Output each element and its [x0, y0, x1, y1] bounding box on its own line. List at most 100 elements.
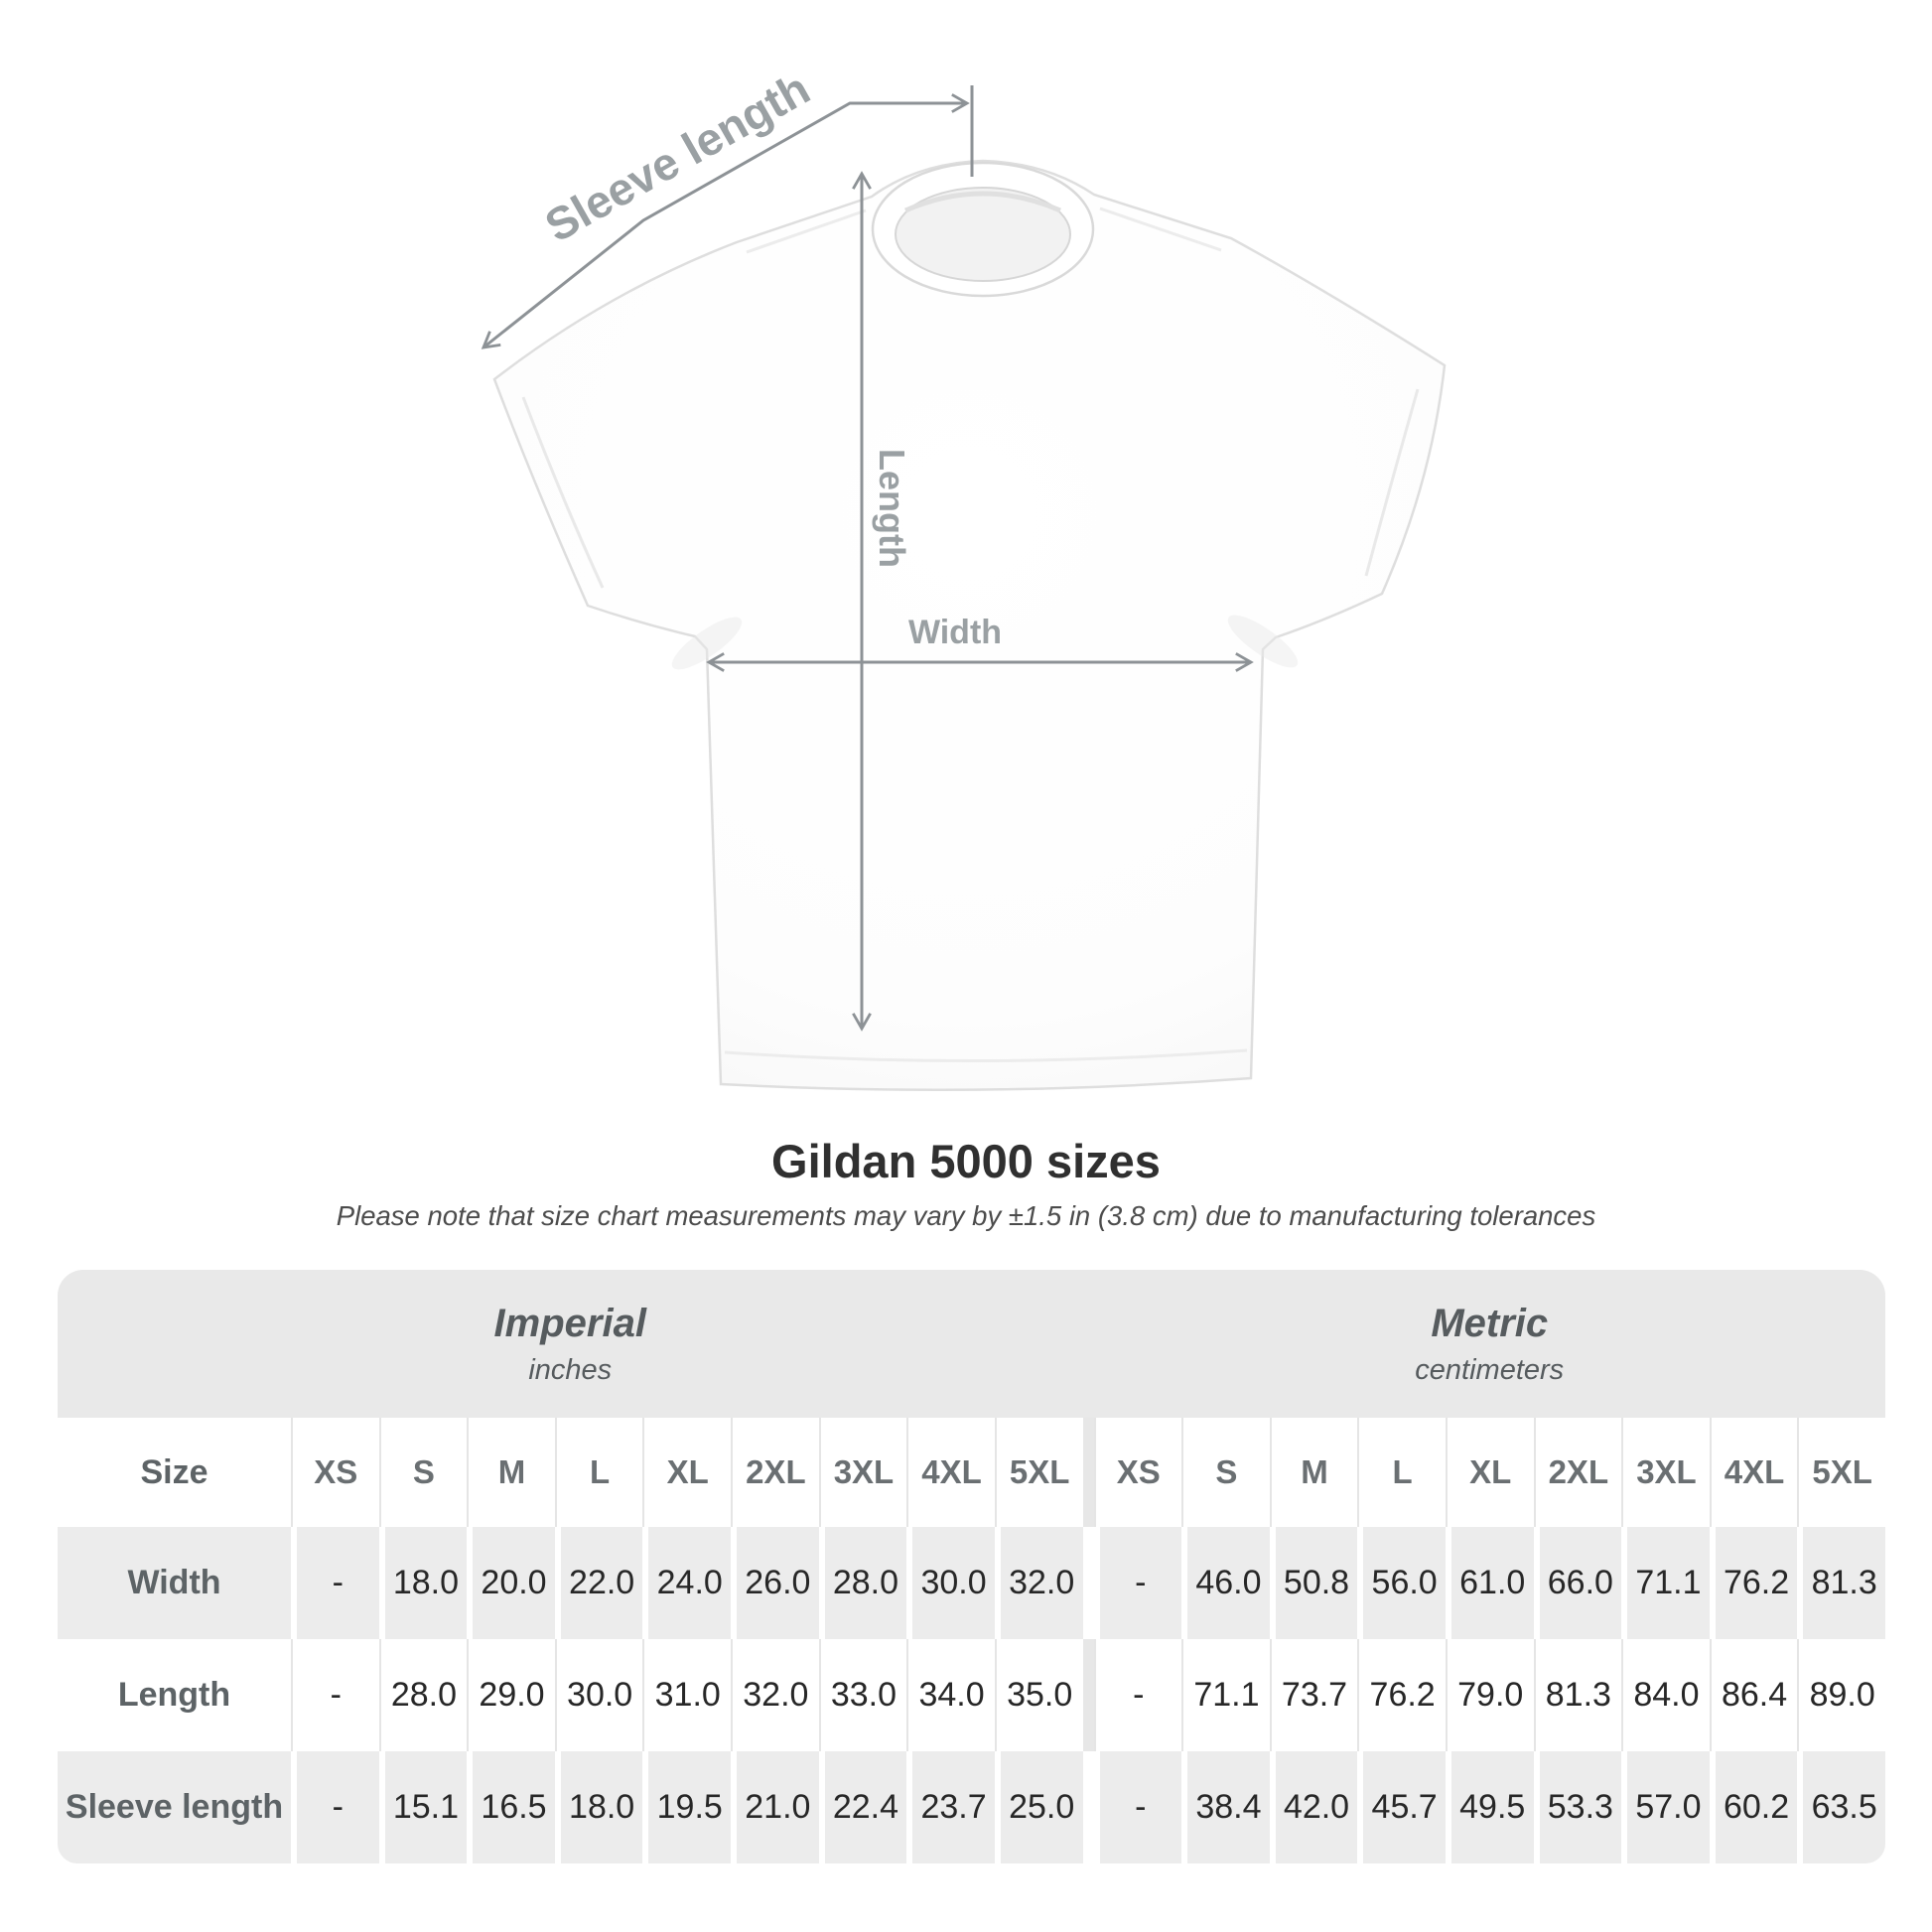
measurement-value: 25.0: [994, 1751, 1083, 1863]
measurement-value: 71.1: [1181, 1639, 1270, 1751]
sleeve-length-label: Sleeve length: [536, 62, 818, 251]
measurement-value: 76.2: [1357, 1639, 1446, 1751]
size-col-header: 2XL: [1533, 1418, 1622, 1527]
right-sleeve-hem-stitch: [1364, 388, 1420, 577]
sleeve-length-arrow: [481, 93, 970, 349]
imperial-unit: inches: [528, 1353, 613, 1386]
left-sleeve-hem-stitch: [521, 396, 605, 589]
tshirt-diagram-svg: Sleeve length Length Width: [481, 62, 1447, 1092]
measurement-value: 81.3: [1797, 1527, 1885, 1639]
metric-title: Metric: [1431, 1301, 1549, 1345]
measurement-value: 42.0: [1269, 1751, 1358, 1863]
tshirt-measurement-diagram: Sleeve length Length Width: [481, 62, 1447, 1092]
page-title: Gildan 5000 sizes: [771, 1135, 1161, 1187]
measurement-value: -: [1093, 1639, 1182, 1751]
half-divider: [1082, 1751, 1094, 1863]
measurement-value: 22.4: [818, 1751, 907, 1863]
measurement-value: 24.0: [642, 1527, 732, 1639]
half-divider: [1082, 1527, 1094, 1639]
measurement-value: 22.0: [554, 1527, 643, 1639]
size-col-header: XS: [291, 1418, 379, 1527]
measurement-value: 35.0: [994, 1639, 1083, 1751]
measurement-value: -: [1093, 1751, 1182, 1863]
length-label: Length: [872, 449, 912, 568]
metric-unit: centimeters: [1415, 1353, 1565, 1386]
half-divider: [1082, 1639, 1094, 1751]
measurement-value: 46.0: [1181, 1527, 1270, 1639]
size-col-header: S: [1181, 1418, 1270, 1527]
measurement-value: -: [1093, 1527, 1182, 1639]
measurement-value: -: [291, 1751, 379, 1863]
measurement-value: 28.0: [818, 1527, 907, 1639]
dimension-lines: [481, 85, 1254, 1032]
size-col-header: 3XL: [1621, 1418, 1710, 1527]
imperial-title: Imperial: [493, 1301, 646, 1345]
size-col-header: 3XL: [818, 1418, 907, 1527]
length-row: Length -28.0 29.0 30.0 31.0 32.0 33.0 34.0 35.0-…: [58, 1639, 1885, 1751]
measurement-value: 86.4: [1709, 1639, 1798, 1751]
measurement-value: 50.8: [1269, 1527, 1358, 1639]
measurement-value: 32.0: [731, 1639, 819, 1751]
right-armpit-shadow: [1227, 615, 1299, 668]
measurement-value: 20.0: [467, 1527, 555, 1639]
measurement-value: 81.3: [1533, 1639, 1622, 1751]
measurement-value: 38.4: [1181, 1751, 1270, 1863]
measurement-value: -: [291, 1527, 379, 1639]
size-col-header: XS: [1093, 1418, 1182, 1527]
measurement-value: 63.5: [1797, 1751, 1885, 1863]
measurement-value: 34.0: [906, 1639, 995, 1751]
measurement-value: 32.0: [994, 1527, 1083, 1639]
measurement-value: 30.0: [906, 1527, 995, 1639]
measurement-value: 76.2: [1709, 1527, 1798, 1639]
band-divider: [1082, 1270, 1094, 1418]
size-header-row: Size XS S M L XL 2XL 3XL 4XL 5XL XS S M L XL 2XL 3XL 4XL…: [58, 1418, 1885, 1527]
sleeve-length-row: Sleeve length -15.1 16.5 18.0 19.5 21.0 22.4 23…: [58, 1751, 1885, 1863]
measurement-value: 18.0: [554, 1751, 643, 1863]
measurement-value: 31.0: [642, 1639, 731, 1751]
measurement-value: 84.0: [1621, 1639, 1710, 1751]
measurement-value: 56.0: [1357, 1527, 1446, 1639]
measurement-value: 57.0: [1621, 1751, 1710, 1863]
measurement-value: 18.0: [378, 1527, 468, 1639]
measurement-value: 49.5: [1445, 1751, 1534, 1863]
measurement-value: 89.0: [1797, 1639, 1885, 1751]
size-table: Imperial inches Metric centimeters Size …: [58, 1270, 1885, 1863]
size-col-header: 2XL: [731, 1418, 819, 1527]
size-col-header: XL: [642, 1418, 732, 1527]
size-col-header: 4XL: [1709, 1418, 1798, 1527]
size-col-header: M: [467, 1418, 555, 1527]
size-col-header: S: [378, 1418, 468, 1527]
size-col-header: L: [554, 1418, 643, 1527]
bottom-hem-stitch: [724, 1048, 1248, 1063]
tshirt-outline: [492, 159, 1447, 1092]
measurement-value: 61.0: [1445, 1527, 1534, 1639]
measurement-value: 45.7: [1357, 1751, 1446, 1863]
measurement-value: 71.1: [1621, 1527, 1710, 1639]
measurement-value: 16.5: [467, 1751, 555, 1863]
row-label: Sleeve length: [58, 1751, 291, 1863]
measurement-value: 66.0: [1533, 1527, 1622, 1639]
imperial-header: Imperial inches: [58, 1270, 1083, 1418]
measurement-value: 15.1: [378, 1751, 468, 1863]
measurement-value: 79.0: [1445, 1639, 1534, 1751]
measurement-value: 53.3: [1533, 1751, 1622, 1863]
measurement-value: 73.7: [1269, 1639, 1358, 1751]
size-row-label: Size: [140, 1452, 208, 1491]
measurement-value: 21.0: [731, 1751, 819, 1863]
page-subtitle: Please note that size chart measurements…: [336, 1200, 1596, 1231]
measurement-value: -: [291, 1639, 379, 1751]
width-row: Width -18.0 20.0 22.0 24.0 26.0 28.0 30.0 32.0-4…: [58, 1527, 1885, 1639]
measurement-value: 23.7: [906, 1751, 995, 1863]
row-label: Length: [117, 1676, 231, 1714]
right-shoulder-seam: [1099, 207, 1222, 252]
size-col-header: 5XL: [1797, 1418, 1885, 1527]
half-divider: [1082, 1418, 1094, 1527]
measurement-value: 29.0: [467, 1639, 555, 1751]
measurement-value: 19.5: [642, 1751, 732, 1863]
left-armpit-shadow: [671, 617, 743, 670]
measurement-value: 30.0: [554, 1639, 643, 1751]
width-label: Width: [908, 614, 1002, 651]
size-col-header: XL: [1445, 1418, 1534, 1527]
metric-header: Metric centimeters: [1093, 1270, 1885, 1418]
